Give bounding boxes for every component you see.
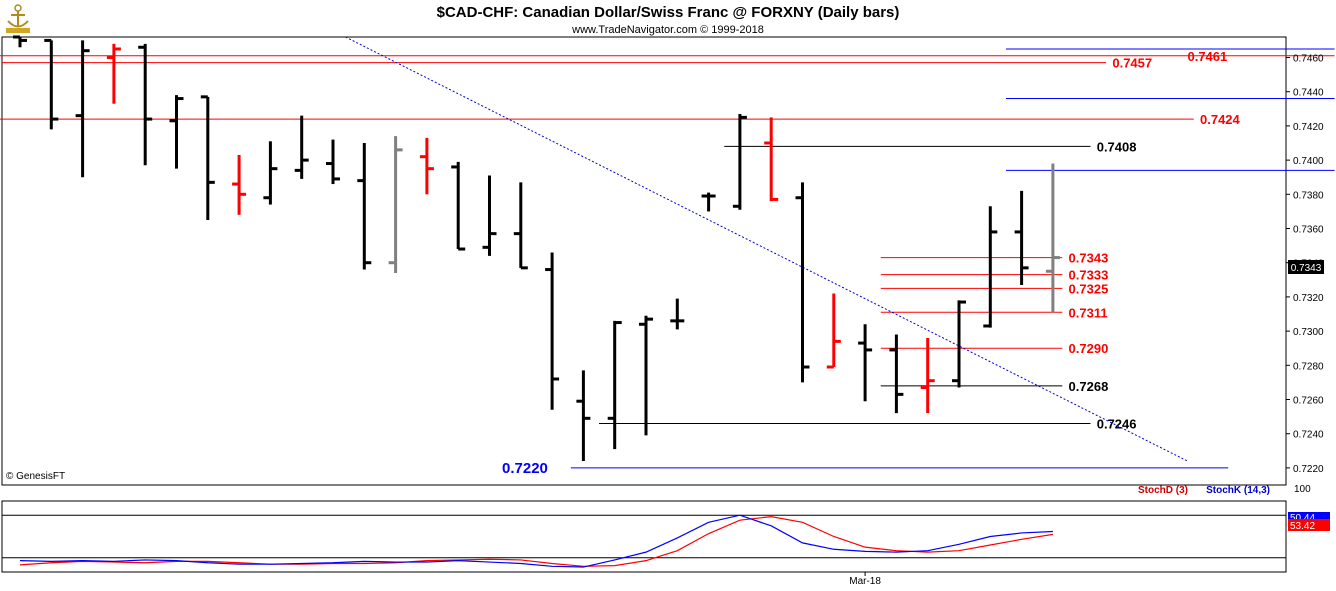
ohlc-bar: [889, 334, 904, 414]
y-tick-label: 0.7460: [1293, 54, 1324, 65]
level-label-2: 0.7457: [1112, 56, 1152, 71]
dotted-trendline: [345, 36, 1188, 462]
stochastic-panel: [1, 500, 1287, 573]
ohlc-bar: [169, 95, 184, 169]
ohlc-bar: [263, 141, 278, 205]
ohlc-bar: [232, 154, 247, 215]
ohlc-bar: [138, 43, 153, 166]
ohlc-bar: [326, 139, 340, 185]
ohlc-bar: [670, 298, 685, 330]
stoch-value-tags: 50.44 53.42: [1288, 512, 1330, 532]
level-label-1: 0.7461: [1187, 49, 1227, 64]
level-label-4: 0.7424: [1200, 112, 1241, 127]
ohlc-bar: [106, 43, 121, 104]
level-label-5: 0.7408: [1097, 139, 1137, 154]
ohlc-bar: [357, 143, 372, 270]
y-tick-label: 0.7360: [1293, 225, 1324, 236]
anchor-logo-icon: [6, 4, 30, 33]
ohlc-bar: [513, 182, 528, 270]
ohlc-bar: [732, 113, 747, 210]
price-panel: [1, 36, 1287, 486]
ohlc-bar: [482, 175, 497, 256]
ohlc-bar: [75, 40, 90, 178]
level-label-7: 0.7343: [1069, 251, 1109, 266]
last-price-tag: 0.7343: [1288, 260, 1324, 274]
stochd-value: 53.42: [1290, 521, 1315, 532]
x-tick-label: Mar-18: [849, 576, 881, 587]
ohlc-bar: [764, 117, 779, 202]
chart-title: $CAD-CHF: Canadian Dollar/Swiss Franc @ …: [437, 4, 900, 21]
stoch-scale-label: 100: [1294, 484, 1311, 495]
level-label-9: 0.7325: [1069, 281, 1109, 296]
ohlc-bar: [1045, 163, 1060, 313]
level-label-8: 0.7333: [1069, 268, 1109, 283]
stochastic-lines: [2, 514, 1286, 568]
ohlc-bar: [1014, 190, 1029, 285]
level-label-11: 0.7290: [1069, 341, 1109, 356]
ohlc-bar: [639, 315, 653, 436]
y-tick-label: 0.7440: [1293, 88, 1324, 99]
last-price-value: 0.7343: [1291, 263, 1322, 274]
date-axis: Mar-18Apr-18: [849, 572, 881, 587]
ohlc-bar: [795, 182, 810, 383]
ohlc-bar: [44, 38, 59, 130]
ohlc-bar: [419, 137, 434, 195]
ohlc-bar: [983, 206, 998, 328]
ohlc-bars: [13, 35, 1060, 462]
ohlc-bar: [294, 115, 309, 179]
price-levels: 0.74650.74610.74570.74360.74240.74080.73…: [0, 48, 1335, 477]
legend-stochk: StochK (14,3): [1206, 485, 1270, 496]
level-label-12: 0.7268: [1069, 379, 1109, 394]
level-label-10: 0.7311: [1069, 305, 1108, 320]
y-tick-label: 0.7300: [1293, 327, 1324, 338]
ohlc-bar: [545, 252, 560, 410]
y-tick-label: 0.7320: [1293, 293, 1324, 304]
y-tick-label: 0.7260: [1293, 396, 1324, 407]
y-tick-label: 0.7400: [1293, 156, 1324, 167]
ohlc-bar: [607, 320, 622, 450]
chart-header: $CAD-CHF: Canadian Dollar/Swiss Franc @ …: [6, 4, 899, 36]
legend-stochd: StochD (3): [1138, 485, 1188, 496]
ohlc-bar: [451, 161, 466, 251]
level-label-13: 0.7246: [1097, 416, 1137, 431]
stochk-line: [19, 514, 1053, 568]
ohlc-bar: [701, 192, 716, 212]
ohlc-bar: [13, 35, 27, 48]
y-tick-label: 0.7220: [1293, 464, 1324, 475]
ohlc-bar: [826, 293, 841, 369]
chart-subtitle: www.TradeNavigator.com © 1999-2018: [571, 24, 764, 36]
ohlc-bar: [388, 136, 403, 273]
trendline-group: [345, 36, 1188, 462]
ohlc-bar: [920, 337, 935, 414]
y-tick-label: 0.7280: [1293, 361, 1324, 372]
ohlc-bar: [952, 300, 966, 388]
ohlc-bar: [576, 370, 591, 462]
credit-text: © GenesisFT: [6, 471, 65, 482]
level-label-14: 0.7220: [502, 460, 548, 477]
stochk-value: 50.44: [1290, 513, 1315, 524]
y-tick-label: 0.7240: [1293, 430, 1324, 441]
y-tick-label: 0.7420: [1293, 122, 1324, 133]
y-tick-label: 0.7380: [1293, 190, 1324, 201]
ohlc-bar: [858, 324, 873, 402]
ohlc-bar: [200, 95, 215, 220]
